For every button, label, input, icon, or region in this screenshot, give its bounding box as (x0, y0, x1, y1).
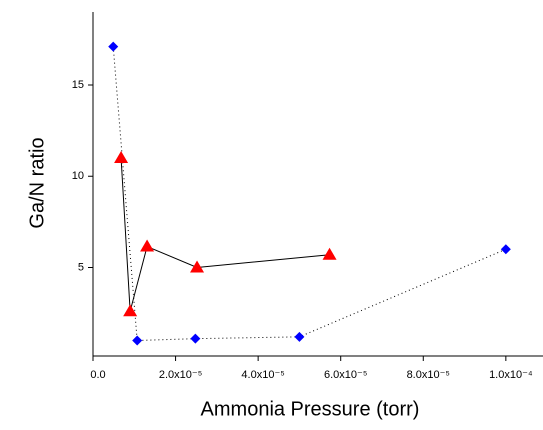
x-tick-label: 4.0x10⁻⁵ (241, 369, 284, 381)
y-tick-label: 5 (78, 261, 84, 273)
triangle-point (123, 304, 138, 317)
triangle-point (114, 150, 129, 163)
x-tick-label: 2.0x10⁻⁵ (159, 369, 202, 381)
x-tick-label: 6.0x10⁻⁵ (324, 369, 367, 381)
diamond-point (108, 41, 119, 52)
x-tick-label: 1.0x10⁻⁴ (489, 369, 533, 381)
x-tick-label: 0.0 (90, 369, 105, 381)
diamond-point (190, 333, 201, 344)
triangle-point (322, 247, 337, 260)
series-line (120, 157, 330, 312)
y-axis-title: Ga/N ratio (26, 137, 48, 228)
x-tick-label: 8.0x10⁻⁵ (407, 369, 450, 381)
triangle-point (190, 260, 205, 273)
x-axis-title: Ammonia Pressure (torr) (201, 398, 420, 420)
diamond-point (294, 331, 305, 342)
y-tick-label: 10 (72, 170, 84, 182)
triangle-point (140, 239, 155, 252)
diamond-point (500, 244, 511, 255)
diamond-point (132, 335, 143, 346)
y-tick-label: 15 (72, 79, 84, 91)
series-line (112, 46, 507, 342)
